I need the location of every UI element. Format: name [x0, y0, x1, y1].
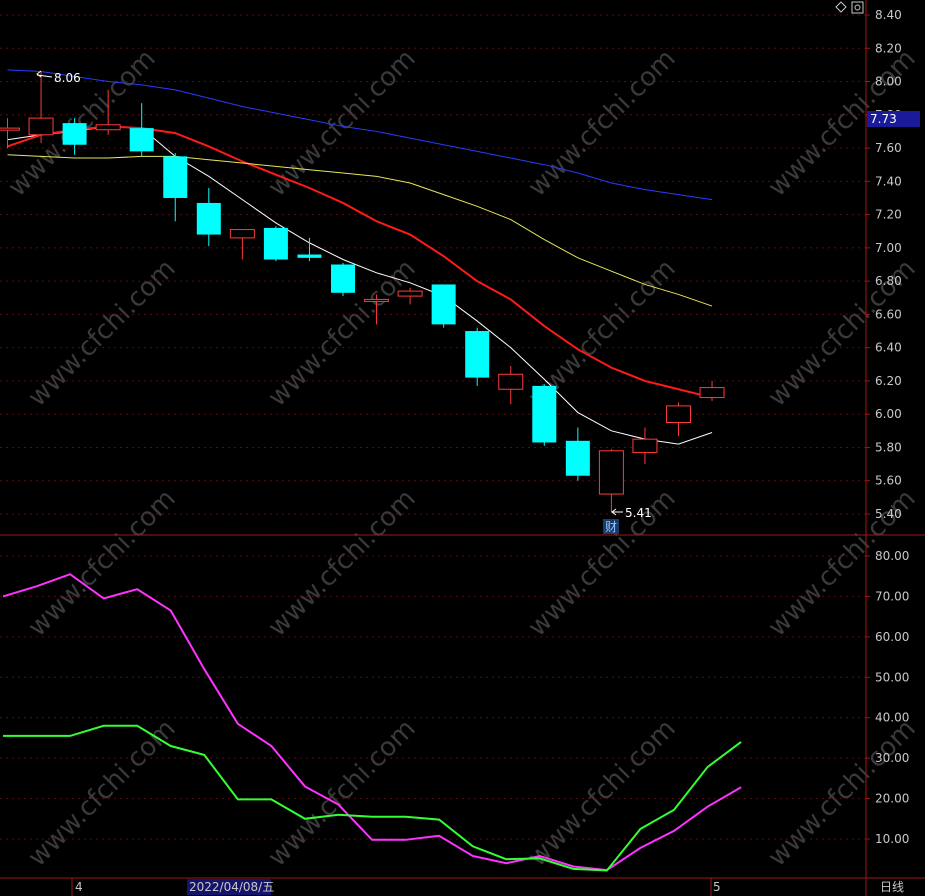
price-tick-label: 7.40 [875, 174, 902, 188]
candle [163, 153, 188, 222]
price-tick-label: 8.40 [875, 8, 902, 22]
osc-tick-label: 30.00 [875, 751, 909, 765]
price-tick-label: 7.20 [875, 208, 902, 222]
candle-body [632, 438, 658, 453]
candle [28, 71, 54, 144]
candle [565, 427, 590, 481]
price-tick-label: 8.00 [875, 75, 902, 89]
candle [0, 118, 20, 149]
price-tick-label: 5.60 [875, 474, 902, 488]
osc-tick-label: 80.00 [875, 549, 909, 563]
candle-body [95, 124, 121, 131]
candle-body [331, 264, 355, 293]
candle-body [129, 128, 154, 152]
candle [196, 187, 221, 247]
candle [129, 103, 154, 157]
gear-icon[interactable] [851, 1, 864, 14]
candle-body [431, 284, 456, 325]
candle [498, 365, 524, 405]
event-badge-text[interactable]: 财 [605, 520, 617, 534]
candle [666, 402, 691, 436]
candle [465, 327, 490, 386]
current-price-text: 7.73 [870, 112, 897, 126]
price-tick-label: 6.40 [875, 341, 902, 355]
candlestick-series [0, 71, 725, 513]
osc-tick-label: 70.00 [875, 589, 909, 603]
high-value-label: 8.06 [54, 71, 81, 85]
candle-body [498, 373, 524, 390]
candle-body [263, 227, 288, 260]
date-cursor-bg [187, 879, 271, 895]
price-tick-label: 6.00 [875, 407, 902, 421]
low-arrow-head [611, 508, 617, 516]
oscillator-line [2, 573, 742, 872]
x-axis: 4 2022/04/08/五 5 日线 [71, 878, 904, 896]
candle-body [297, 254, 322, 258]
candle [699, 380, 725, 401]
current-price-bg [867, 111, 920, 127]
price-tick-label: 6.20 [875, 374, 902, 388]
candle [397, 287, 423, 305]
diamond-icon[interactable] [835, 1, 847, 13]
candle [62, 118, 87, 155]
price-tick-label: 8.20 [875, 41, 902, 55]
x-label-b: 5 [713, 880, 721, 894]
x-label-date: 2022/04/08/五 [189, 880, 274, 894]
candle-body [699, 387, 725, 399]
osc-tick-label: 20.00 [875, 792, 909, 806]
oscillator-axis: 80.00 70.00 60.00 50.00 40.00 30.00 20.00 10.00 [866, 549, 909, 846]
candle-body [532, 385, 557, 443]
oscillator-series [2, 573, 742, 872]
moving-average-lines [7, 69, 713, 445]
osc-tick-label: 40.00 [875, 711, 909, 725]
low-value-label: 5.41 [625, 506, 652, 520]
event-badge[interactable]: 财 [603, 519, 619, 534]
price-tick-label: 7.60 [875, 141, 902, 155]
period-label[interactable]: 日线 [880, 880, 904, 894]
oscillator-line [3, 724, 742, 872]
price-tick-label: 6.60 [875, 307, 902, 321]
current-price-tag: 7.73 [867, 111, 920, 127]
candle-body [397, 290, 423, 297]
candle-body [565, 440, 590, 476]
osc-tick-label: 50.00 [875, 670, 909, 684]
candle-body [0, 127, 20, 131]
candle [95, 89, 121, 135]
price-tick-label: 7.00 [875, 241, 902, 255]
event-badge-bg[interactable] [603, 519, 619, 534]
price-tick-label: 5.80 [875, 440, 902, 454]
candle [331, 262, 355, 297]
candle-body [229, 229, 255, 239]
candle [431, 284, 456, 328]
high-annotation: 8.06 [36, 70, 81, 85]
candle-body [28, 117, 54, 136]
candle-body [196, 202, 221, 235]
candle-body [163, 156, 188, 198]
low-annotation: 5.41 [611, 506, 652, 520]
candle [364, 294, 390, 325]
price-tick-label: 6.80 [875, 274, 902, 288]
high-arrow-head [36, 70, 42, 78]
candle-body [364, 298, 390, 302]
candle [229, 229, 255, 260]
candle [532, 384, 557, 446]
candle-body [666, 405, 691, 424]
osc-tick-label: 60.00 [875, 630, 909, 644]
osc-tick-label: 10.00 [875, 832, 909, 846]
candle-body [598, 450, 624, 495]
candle [632, 427, 658, 465]
candle [263, 226, 288, 262]
candle [297, 237, 322, 262]
moving-average-line [7, 125, 713, 399]
moving-average-line [7, 154, 713, 307]
candle-body [465, 331, 490, 378]
candle [598, 449, 624, 513]
candle-body [62, 123, 87, 145]
x-label-a: 4 [75, 880, 83, 894]
moving-average-line [7, 69, 713, 201]
price-tick-label: 5.40 [875, 507, 902, 521]
